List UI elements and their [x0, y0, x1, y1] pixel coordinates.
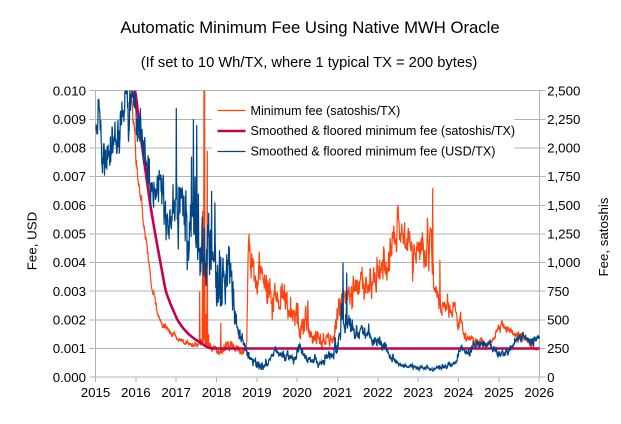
svg-text:Smoothed & floored minimum fee: Smoothed & floored minimum fee (satoshis… [251, 124, 516, 138]
svg-text:Automatic Minimum Fee Using Na: Automatic Minimum Fee Using Native MWH O… [120, 18, 499, 37]
svg-text:1,250: 1,250 [547, 227, 580, 242]
svg-text:0.005: 0.005 [53, 227, 86, 242]
svg-text:2017: 2017 [161, 385, 191, 400]
svg-text:2,500: 2,500 [547, 83, 580, 98]
svg-text:0.000: 0.000 [53, 370, 86, 385]
svg-text:Smoothed & floored minimum fee: Smoothed & floored minimum fee (USD/TX) [251, 145, 496, 159]
svg-text:2,250: 2,250 [547, 112, 580, 127]
svg-text:2023: 2023 [403, 385, 433, 400]
svg-text:2024: 2024 [444, 385, 474, 400]
svg-text:750: 750 [547, 284, 569, 299]
svg-text:Fee, USD: Fee, USD [25, 212, 40, 270]
svg-text:1,000: 1,000 [547, 255, 580, 270]
svg-text:2015: 2015 [81, 385, 111, 400]
svg-text:500: 500 [547, 312, 569, 327]
svg-text:0.003: 0.003 [53, 284, 86, 299]
svg-text:0: 0 [547, 370, 554, 385]
svg-text:Minimum fee (satoshis/TX): Minimum fee (satoshis/TX) [251, 104, 401, 118]
svg-text:2020: 2020 [282, 385, 312, 400]
svg-text:(If set to 10 Wh/TX, where 1 t: (If set to 10 Wh/TX, where 1 typical TX … [141, 55, 477, 71]
svg-text:0.007: 0.007 [53, 169, 86, 184]
svg-text:2019: 2019 [242, 385, 272, 400]
svg-text:0.006: 0.006 [53, 198, 86, 213]
svg-text:0.009: 0.009 [53, 112, 86, 127]
svg-text:2,000: 2,000 [547, 141, 580, 156]
svg-text:0.004: 0.004 [53, 255, 86, 270]
svg-text:Fee, satoshis: Fee, satoshis [596, 197, 611, 276]
svg-text:2025: 2025 [484, 385, 514, 400]
svg-text:2022: 2022 [363, 385, 393, 400]
svg-text:2016: 2016 [121, 385, 151, 400]
svg-text:250: 250 [547, 341, 569, 356]
svg-text:0.010: 0.010 [53, 83, 86, 98]
svg-text:2021: 2021 [323, 385, 353, 400]
svg-text:0.001: 0.001 [53, 341, 86, 356]
svg-text:2026: 2026 [524, 385, 554, 400]
svg-text:0.008: 0.008 [53, 141, 86, 156]
svg-text:0.002: 0.002 [53, 312, 86, 327]
svg-text:1,500: 1,500 [547, 198, 580, 213]
svg-text:1,750: 1,750 [547, 169, 580, 184]
svg-text:2018: 2018 [202, 385, 232, 400]
